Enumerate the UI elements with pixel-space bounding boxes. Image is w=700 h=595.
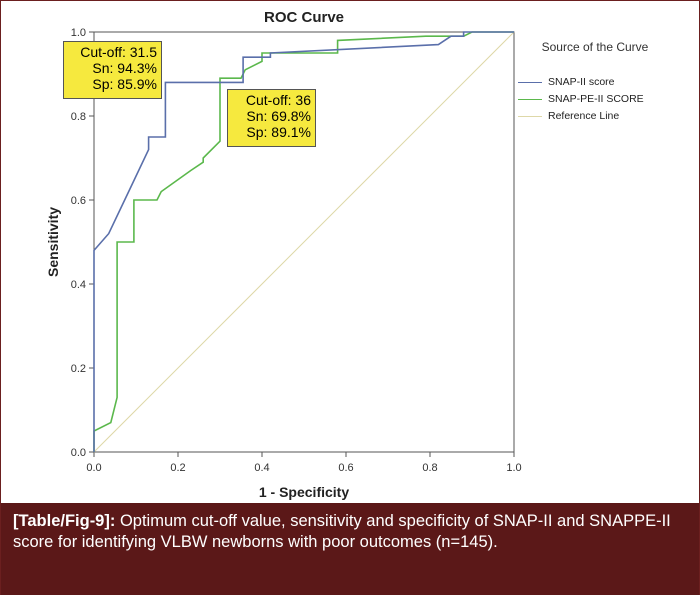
series-line-snap-ii-score <box>93 31 514 452</box>
x-tick-label: 0.4 <box>254 462 269 474</box>
y-tick-label: 0.2 <box>71 363 86 375</box>
callout-line: Sn: 94.3% <box>92 60 157 76</box>
y-tick-label: 0.8 <box>71 111 86 123</box>
callout-line: Sp: 85.9% <box>92 76 157 92</box>
y-tick-label: 0.0 <box>71 447 86 459</box>
y-tick-label: 1.0 <box>71 27 86 39</box>
cutoff-callout-snappe-ii: Cut-off: 36 Sn: 69.8% Sp: 89.1% <box>227 89 316 147</box>
y-axis-label: Sensitivity <box>45 207 61 277</box>
chart-title: ROC Curve <box>264 9 344 26</box>
caption-tag: [Table/Fig-9]: <box>13 512 116 530</box>
legend-label: SNAP-II score <box>548 76 615 88</box>
callout-line: Sp: 89.1% <box>246 124 311 140</box>
y-tick-label: 0.6 <box>71 195 86 207</box>
x-axis-label: 1 - Specificity <box>259 484 349 500</box>
x-tick-label: 0.2 <box>170 462 185 474</box>
cutoff-callout-snap-ii: Cut-off: 31.5 Sn: 94.3% Sp: 85.9% <box>63 41 162 99</box>
caption-text: Optimum cut-off value, sensitivity and s… <box>13 512 671 551</box>
x-tick-label: 0.6 <box>338 462 353 474</box>
legend-label: SNAP-PE-II SCORE <box>548 93 644 105</box>
legend-swatch <box>518 81 542 83</box>
legend-title: Source of the Curve <box>541 40 649 54</box>
series-group <box>93 31 515 453</box>
y-tick-label: 0.4 <box>71 279 86 291</box>
axis-ticks: 0.0 0.2 0.4 0.6 0.8 1.0 0.0 0.2 0.4 0.6 0.8 1.0 <box>71 27 522 474</box>
series-line-reference-line <box>93 31 515 453</box>
legend-item: SNAP-II score <box>518 76 615 88</box>
x-tick-label: 0.8 <box>422 462 437 474</box>
legend-swatch <box>518 98 542 100</box>
legend-swatch <box>518 115 542 117</box>
callout-line: Sn: 69.8% <box>246 108 311 124</box>
x-tick-label: 0.0 <box>86 462 101 474</box>
callout-line: Cut-off: 36 <box>245 92 311 108</box>
figure-caption: [Table/Fig-9]: Optimum cut-off value, se… <box>1 503 699 595</box>
legend-item: Reference Line <box>518 110 619 122</box>
x-tick-label: 1.0 <box>506 462 521 474</box>
legend-label: Reference Line <box>548 110 620 122</box>
series-line-snap-pe-ii-score <box>93 31 514 452</box>
callout-line: Cut-off: 31.5 <box>80 44 157 60</box>
legend-item: SNAP-PE-II SCORE <box>518 93 644 105</box>
